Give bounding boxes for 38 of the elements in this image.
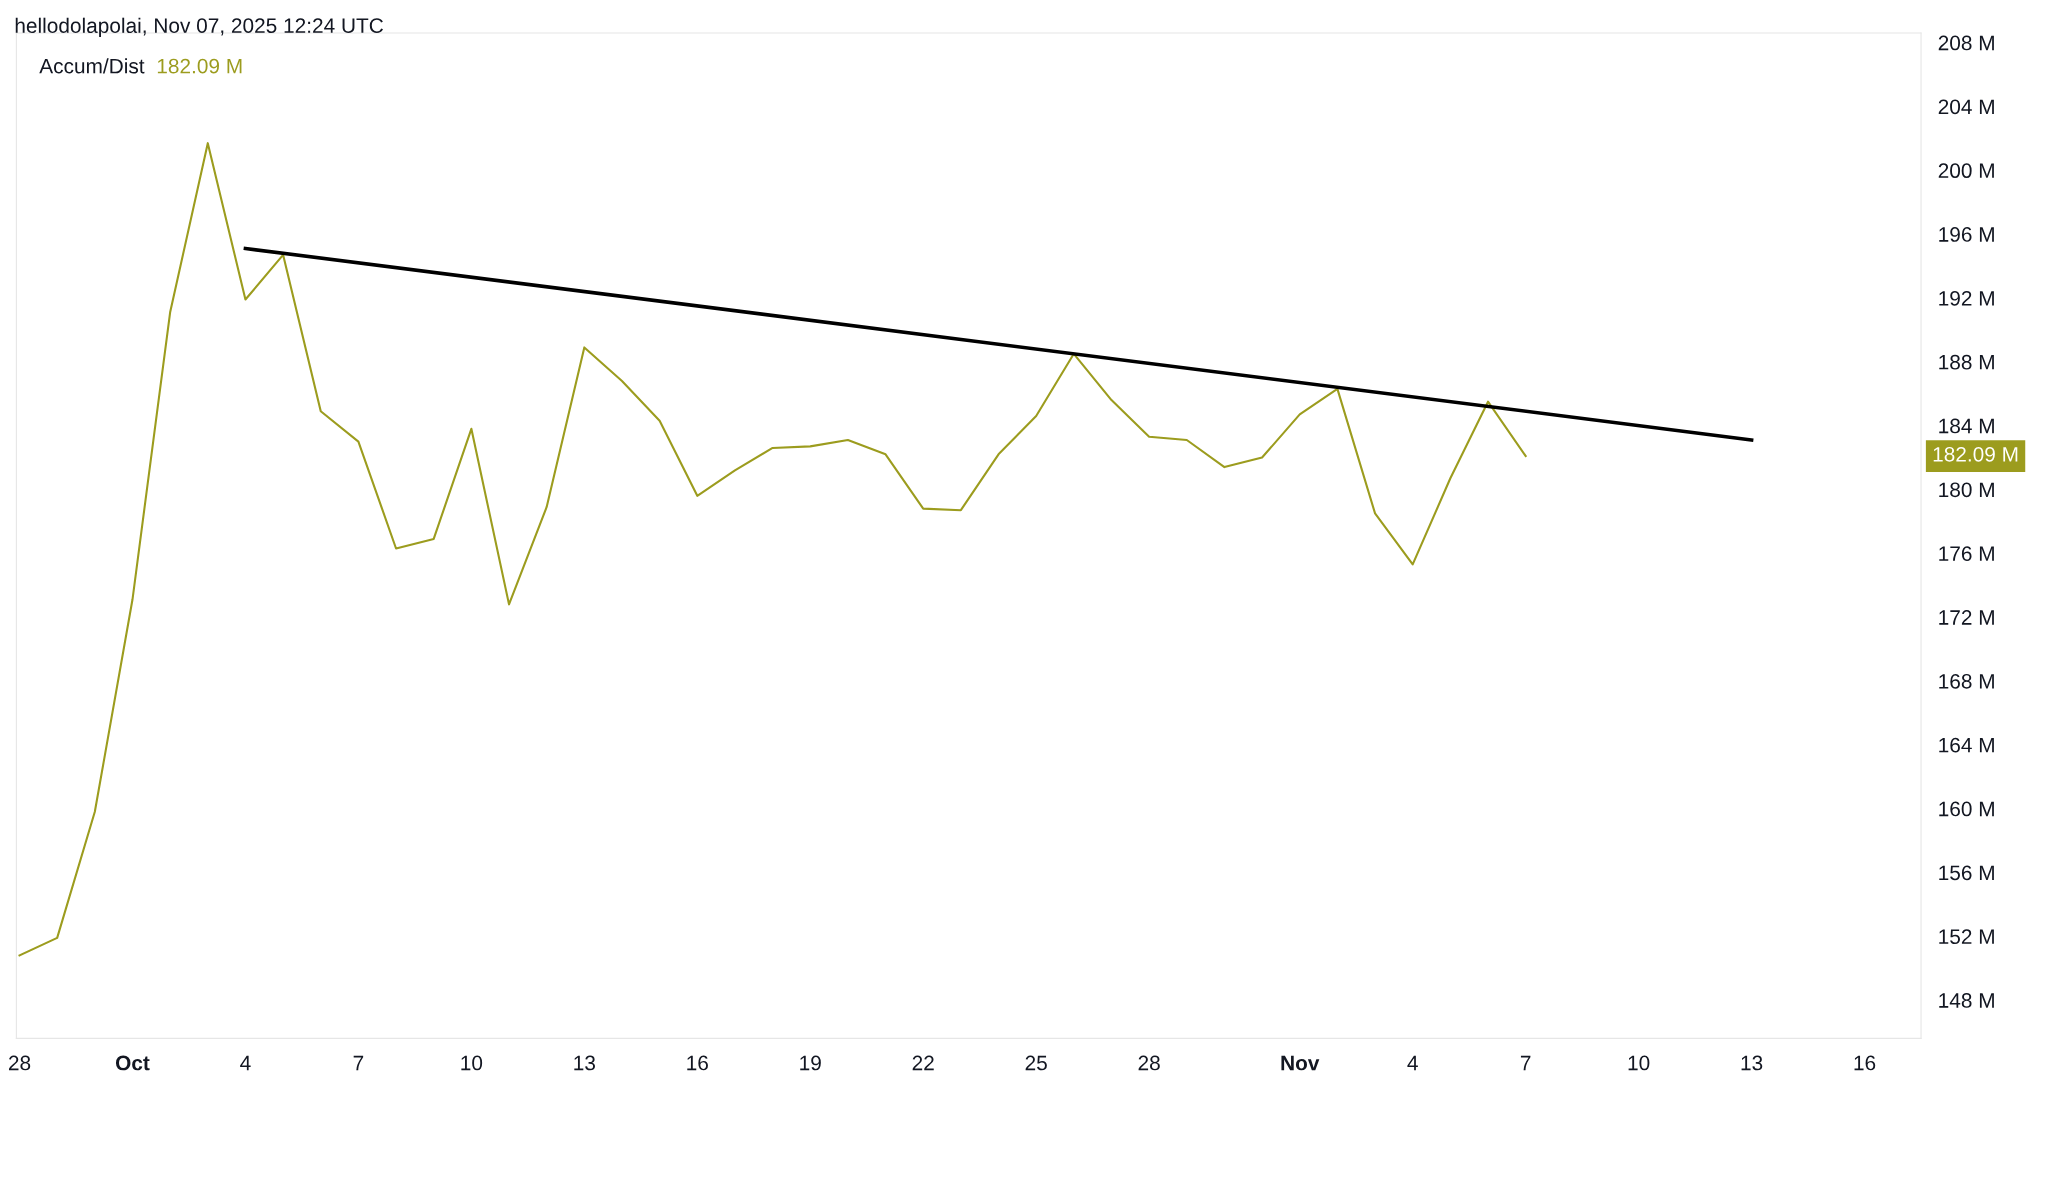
y-tick-label: 164 M <box>1939 737 1994 753</box>
x-tick-label: 16 <box>1854 1055 1876 1071</box>
x-tick-label: 10 <box>1628 1055 1650 1071</box>
text: 182.09 M <box>1933 446 2018 462</box>
y-tick-label: 156 M <box>1939 865 1994 881</box>
x-tick-label: 13 <box>1741 1055 1763 1071</box>
x-tick-label: 7 <box>1520 1055 1531 1071</box>
y-tick-label: 152 M <box>1939 929 1994 945</box>
y-tick-label: 160 M <box>1939 801 1994 817</box>
y-tick-label: 196 M <box>1939 227 1994 242</box>
y-tick-label: 192 M <box>1939 290 1994 306</box>
y-tick-label: 208 M <box>1938 35 1994 51</box>
x-tick-label: 16 <box>687 1055 708 1071</box>
y-tick-label: 180 M <box>1939 482 1994 498</box>
y-tick-label: 200 M <box>1938 163 1994 179</box>
x-tick-label: 10 <box>461 1055 483 1071</box>
x-tick-label: 28 <box>1138 1055 1160 1071</box>
y-tick-label: 204 M <box>1938 99 1994 115</box>
x-tick-label: 25 <box>1025 1055 1047 1071</box>
y-tick-label: 188 M <box>1939 354 1994 370</box>
x-tick-label: 13 <box>574 1055 595 1071</box>
y-tick-label: 176 M <box>1939 546 1994 562</box>
chart-subtitle: hellodolapolai, Nov 07, 2025 12:24 UTC <box>15 17 383 38</box>
x-tick-label: 28 <box>8 1055 31 1071</box>
y-tick-label: 168 M <box>1939 673 1994 689</box>
y-tick-label: 172 M <box>1939 610 1994 625</box>
x-tick-label: 19 <box>800 1055 821 1071</box>
y-tick-label: 184 M <box>1939 418 1994 434</box>
x-tick-label: 22 <box>912 1055 934 1071</box>
x-tick-label: 4 <box>240 1055 251 1071</box>
annotation: 182.09 M <box>157 58 242 74</box>
y-tick-label: 148 M <box>1939 993 1994 1008</box>
text: Accum/Dist <box>39 58 145 74</box>
line-series <box>18 142 1527 957</box>
x-tick-label: Nov <box>1281 1055 1320 1071</box>
x-tick-label: Oct <box>115 1055 150 1071</box>
x-tick-label: 4 <box>1407 1055 1418 1071</box>
x-tick-label: 7 <box>353 1055 364 1071</box>
